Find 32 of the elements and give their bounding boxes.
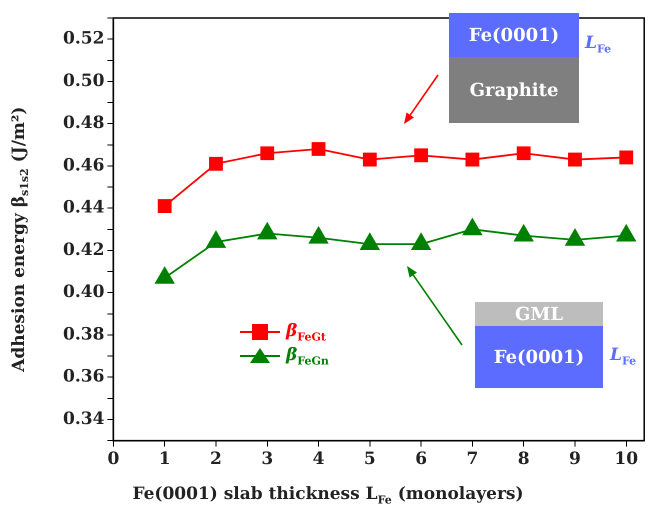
x-tick-label: 0 bbox=[107, 449, 120, 470]
y-tick-label: 0.34 bbox=[63, 408, 105, 429]
x-tick-label: 4 bbox=[312, 449, 325, 470]
x-tick-label: 1 bbox=[158, 449, 171, 470]
graphite-slab-picture: Fe(0001) Graphite bbox=[449, 13, 579, 123]
x-axis-title: Fe(0001) slab thickness L$_{Fe}$ (monolayers) bbox=[131, 484, 525, 506]
y-tick-label: 0.38 bbox=[63, 324, 104, 344]
x-tick-label: 3 bbox=[261, 449, 274, 470]
x-tick-label: 10 bbox=[614, 449, 638, 470]
y-tick-label: 0.46 bbox=[63, 155, 104, 176]
y-tick-label: 0.50 bbox=[63, 70, 105, 91]
x-tick-label: 2 bbox=[210, 449, 222, 470]
y-tick-label: 0.42 bbox=[63, 240, 104, 260]
legend-label: β$_{FeGt}$ bbox=[286, 320, 326, 344]
y-tick-label: 0.44 bbox=[63, 198, 105, 218]
y-tick-label: 0.52 bbox=[63, 28, 104, 49]
annotation: Fe(0001) bbox=[475, 326, 603, 388]
annotation: Graphite bbox=[449, 57, 579, 123]
x-tick-label: 8 bbox=[518, 449, 530, 470]
annotation: L$_{Fe}$ bbox=[585, 33, 612, 56]
legend-label: β$_{FeGn}$ bbox=[286, 344, 329, 368]
annotation: L$_{Fe}$ bbox=[610, 345, 636, 368]
annotation: GML bbox=[475, 302, 603, 326]
graphene-slab-picture: GML Fe(0001) bbox=[475, 302, 603, 388]
y-tick-label: 0.36 bbox=[63, 366, 104, 387]
y-tick-label: 0.48 bbox=[63, 113, 104, 134]
x-tick-label: 5 bbox=[364, 449, 376, 470]
x-tick-label: 9 bbox=[569, 449, 581, 470]
y-tick-label: 0.40 bbox=[63, 282, 105, 302]
x-tick-label: 7 bbox=[466, 449, 478, 470]
annotation: Fe(0001) bbox=[449, 13, 579, 57]
x-tick-label: 6 bbox=[415, 449, 428, 470]
